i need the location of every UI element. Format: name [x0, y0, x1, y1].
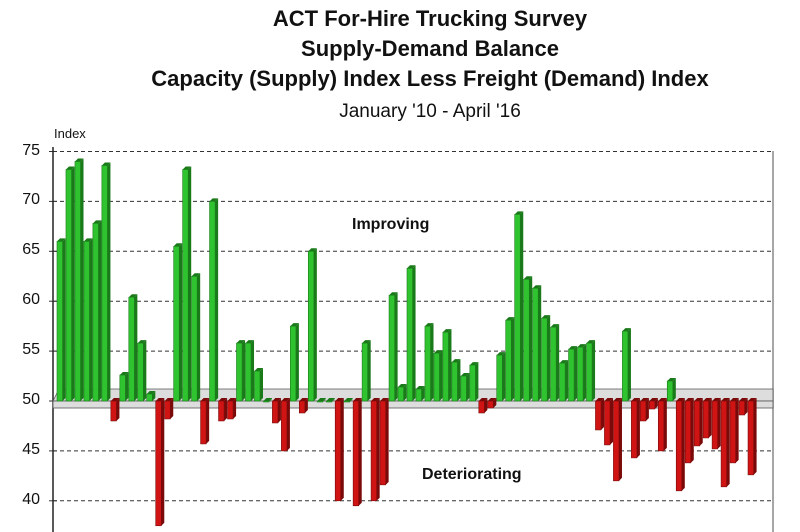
bar: [729, 400, 736, 464]
bar: [442, 331, 449, 402]
y-tick-label: 55: [22, 341, 40, 359]
bar: [559, 362, 566, 402]
bar: [56, 241, 63, 402]
bar: [613, 400, 620, 482]
bar: [711, 400, 718, 450]
bar: [137, 342, 144, 402]
bar: [397, 386, 404, 402]
annotation-improving: Improving: [352, 216, 430, 233]
bar: [245, 342, 252, 402]
bar: [209, 201, 216, 402]
bar: [370, 400, 377, 502]
bar: [433, 352, 440, 402]
bar: [532, 287, 539, 402]
bar: [541, 317, 548, 402]
y-tick-label: 65: [22, 241, 40, 259]
bar: [577, 346, 584, 402]
bar: [307, 251, 315, 402]
y-tick-label: 50: [22, 391, 40, 408]
bar: [747, 400, 754, 476]
bar: [254, 370, 261, 402]
bar: [738, 400, 745, 416]
bar: [352, 400, 360, 507]
bar: [281, 400, 288, 452]
y-tick-label: 40: [22, 490, 40, 508]
bar: [263, 400, 270, 403]
bar: [325, 400, 333, 403]
bar: [693, 400, 701, 447]
bar: [640, 400, 647, 422]
bar: [487, 400, 494, 409]
bar: [550, 326, 557, 402]
bar: [675, 400, 683, 492]
bar: [146, 393, 153, 402]
bar: [666, 380, 674, 402]
bar: [316, 400, 324, 403]
bar: [272, 400, 279, 424]
y-tick-label: 45: [22, 440, 40, 458]
bar: [595, 400, 602, 431]
bar: [649, 400, 656, 410]
chart-title-line2: Supply-Demand Balance: [301, 36, 559, 61]
bar: [415, 388, 422, 402]
bar: [128, 296, 135, 402]
bar: [478, 400, 485, 414]
bar: [155, 400, 162, 527]
bar: [720, 400, 727, 488]
bar: [74, 161, 81, 402]
bar: [514, 214, 521, 402]
bar: [568, 348, 575, 402]
bar: [101, 165, 108, 402]
bar: [164, 400, 171, 420]
bar: [622, 330, 629, 402]
bar: [586, 342, 593, 402]
bar: [523, 278, 530, 402]
chart-subtitle: January '10 - April '16: [339, 101, 521, 122]
bar: [110, 400, 117, 422]
bar: [83, 241, 90, 402]
bar: [182, 169, 189, 402]
bar: [496, 354, 503, 402]
bar: [361, 342, 368, 402]
y-tick-label: 75: [22, 141, 40, 159]
bar: [173, 246, 180, 402]
bar: [343, 400, 351, 403]
y-tick-label: 70: [22, 191, 40, 209]
bar: [334, 400, 342, 502]
bar: [92, 223, 99, 402]
y-axis-label: Index: [54, 126, 86, 141]
bar: [218, 400, 225, 422]
bar: [684, 400, 692, 464]
bar: [460, 375, 467, 402]
chart-title-line3: Capacity (Supply) Index Less Freight (De…: [151, 66, 709, 91]
bar: [191, 275, 198, 402]
bar: [290, 325, 297, 402]
bar: [505, 319, 512, 402]
annotation-deteriorating: Deteriorating: [422, 466, 522, 483]
bar: [424, 325, 431, 402]
bar: [299, 400, 306, 414]
bar: [702, 400, 710, 439]
bar: [631, 400, 638, 459]
bar: [657, 400, 665, 452]
bar: [604, 400, 611, 446]
bar: [469, 364, 476, 402]
bar: [200, 400, 207, 445]
y-tick-label: 60: [22, 291, 40, 309]
bar: [227, 400, 234, 420]
bar: [119, 374, 126, 402]
bar: [388, 294, 395, 402]
bar: [65, 169, 72, 402]
bar: [379, 400, 386, 486]
bar: [236, 342, 243, 402]
chart-title: ACT For-Hire Trucking Survey: [272, 6, 588, 31]
bar: [451, 361, 458, 402]
bar: [406, 267, 413, 402]
